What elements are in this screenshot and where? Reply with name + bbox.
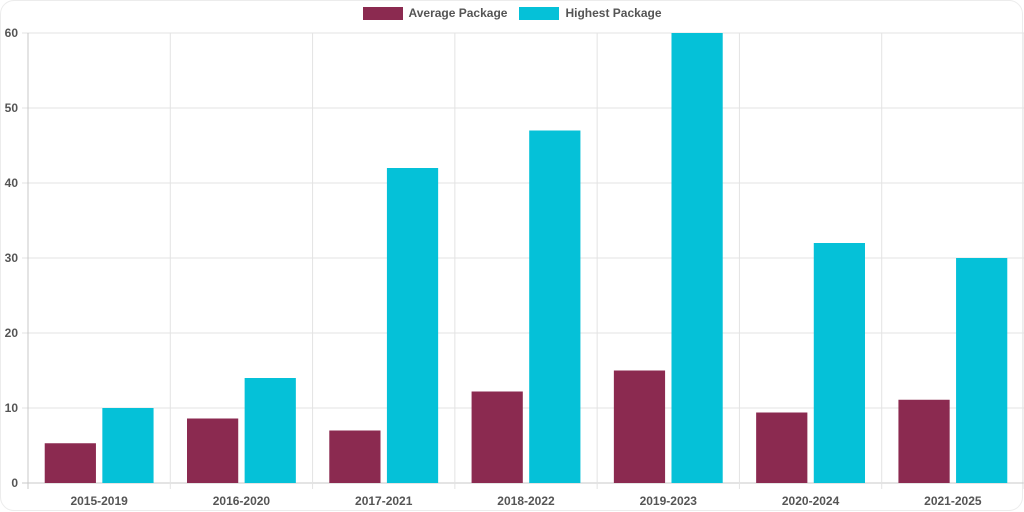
bar-average-2017-2021 [329, 430, 381, 483]
y-tick-label: 0 [11, 476, 18, 490]
y-tick-label: 20 [5, 326, 19, 340]
y-tick-label: 10 [5, 401, 19, 415]
bar-average-2016-2020 [187, 418, 239, 483]
bar-highest-2017-2021 [386, 168, 439, 483]
legend-swatch-average [362, 6, 403, 20]
legend-item-average[interactable]: Average Package [362, 6, 508, 20]
x-tick-label: 2018-2022 [497, 494, 555, 508]
x-tick-label: 2019-2023 [640, 494, 698, 508]
bar-average-2019-2023 [613, 370, 666, 483]
bar-average-2021-2025 [898, 399, 950, 483]
legend-item-highest[interactable]: Highest Package [519, 6, 662, 20]
bar-highest-2018-2022 [529, 130, 581, 483]
bar-average-2020-2024 [756, 412, 808, 483]
y-tick-label: 30 [5, 251, 19, 265]
x-tick-label: 2020-2024 [782, 494, 840, 508]
bar-average-2015-2019 [44, 443, 96, 483]
bar-highest-2020-2024 [813, 243, 865, 483]
y-tick-label: 60 [5, 26, 19, 40]
bar-highest-2016-2020 [244, 378, 296, 483]
x-tick-label: 2021-2025 [924, 494, 982, 508]
y-tick-label: 50 [5, 101, 19, 115]
chart-legend: Average Package Highest Package [0, 6, 1024, 20]
bar-highest-2021-2025 [956, 258, 1008, 483]
bar-highest-2015-2019 [102, 408, 154, 483]
x-tick-label: 2017-2021 [355, 494, 413, 508]
legend-label-average: Average Package [408, 6, 508, 20]
bar-highest-2019-2023 [671, 33, 723, 483]
y-tick-label: 40 [5, 176, 19, 190]
x-tick-label: 2015-2019 [70, 494, 128, 508]
x-tick-label: 2016-2020 [213, 494, 271, 508]
legend-swatch-highest [519, 6, 560, 20]
bar-average-2018-2022 [471, 391, 523, 483]
legend-label-highest: Highest Package [565, 6, 662, 20]
